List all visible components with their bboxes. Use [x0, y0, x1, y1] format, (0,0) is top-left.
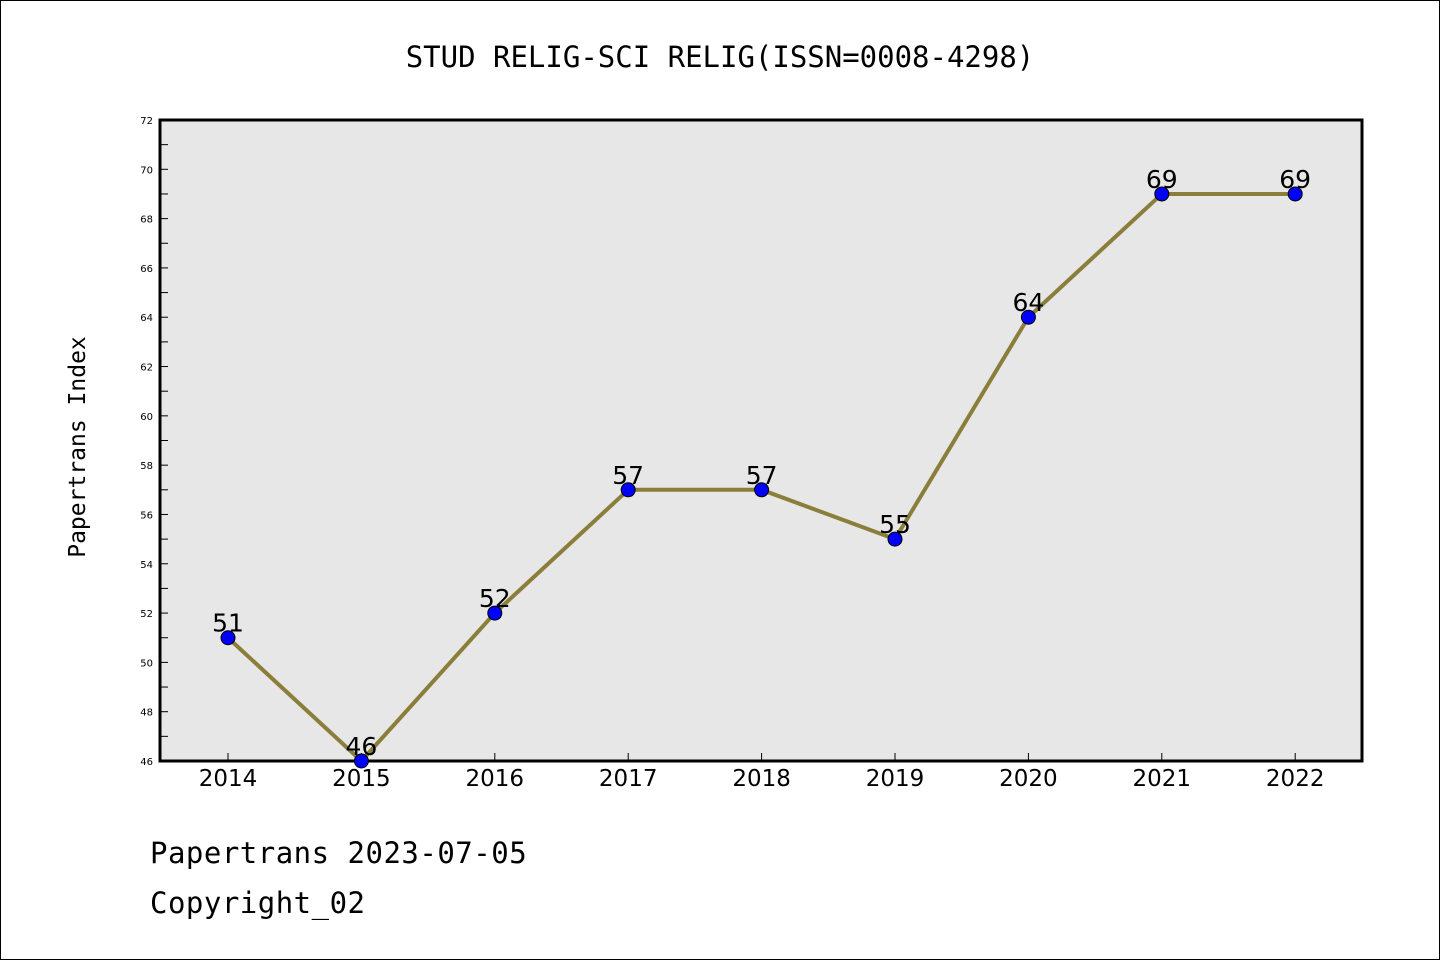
data-point: [887, 531, 903, 547]
data-point: [1154, 186, 1170, 202]
y-tick-label: 46: [140, 757, 153, 768]
x-tick-label: 2021: [1133, 766, 1192, 792]
chart-title: STUD RELIG-SCI RELIG(ISSN=0008-4298): [406, 40, 1035, 74]
data-point: [1287, 186, 1303, 202]
y-tick-label: 62: [140, 363, 153, 374]
y-axis: 46 48 50 52 54 56 58 60 62 64 66 68 70 72: [140, 116, 168, 768]
y-tick-label: 56: [140, 510, 153, 521]
x-tick-label: 2016: [466, 766, 525, 792]
y-tick-label: 66: [140, 264, 153, 275]
y-tick-label: 48: [140, 708, 153, 719]
y-tick-label: 50: [140, 658, 153, 669]
data-point: [620, 482, 636, 498]
data-label: 64: [1012, 288, 1044, 317]
data-label: 69: [1279, 165, 1311, 194]
x-axis: 2014 2015 2016 2017 2018 2019 2020 2021 2022: [199, 753, 1325, 792]
y-tick-label: 52: [140, 609, 153, 620]
y-tick-label: 64: [140, 313, 153, 324]
data-label: 46: [345, 732, 377, 761]
footer-date-label: Papertrans 2023-07-05: [150, 836, 528, 870]
data-point: [353, 753, 369, 769]
x-tick-label: 2020: [999, 766, 1058, 792]
data-label: 52: [479, 584, 511, 613]
y-axis-label: Papertrans Index: [65, 336, 91, 558]
y-tick-label: 60: [140, 412, 153, 423]
y-tick-label: 58: [140, 461, 153, 472]
x-tick-label: 2015: [332, 766, 391, 792]
data-label: 57: [612, 461, 644, 490]
data-point: [487, 605, 503, 621]
x-tick-label: 2022: [1266, 766, 1325, 792]
data-point: [1020, 309, 1036, 325]
x-tick-label: 2019: [866, 766, 925, 792]
data-label: 55: [879, 510, 911, 539]
y-tick-label: 54: [140, 560, 153, 571]
y-tick-label: 72: [140, 116, 153, 127]
x-tick-label: 2018: [732, 766, 791, 792]
x-tick-label: 2014: [199, 766, 258, 792]
y-tick-label: 68: [140, 215, 153, 226]
footer-copyright-label: Copyright_02: [150, 886, 366, 920]
data-point: [754, 482, 770, 498]
data-point: [220, 630, 236, 646]
series-group: 51 46 52 57 57 55 64 69 69: [212, 165, 1311, 769]
data-label: 69: [1146, 165, 1178, 194]
data-label: 57: [746, 461, 778, 490]
y-tick-label: 70: [140, 165, 153, 176]
plot-area: [158, 118, 1364, 763]
x-tick-label: 2017: [599, 766, 658, 792]
data-label: 51: [212, 609, 244, 638]
